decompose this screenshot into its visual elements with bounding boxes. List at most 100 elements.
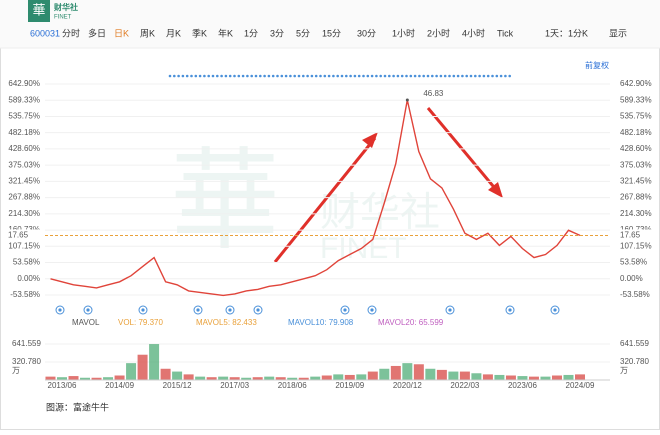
- tab[interactable]: 30分: [357, 28, 376, 38]
- tab[interactable]: 周K: [140, 28, 155, 38]
- event-dot: [426, 74, 430, 78]
- tab[interactable]: 分时: [62, 27, 80, 38]
- vol-bar: [413, 364, 424, 380]
- event-dot: [388, 74, 391, 78]
- vol-bar: [494, 374, 505, 380]
- tab[interactable]: Tick: [497, 28, 514, 38]
- toolbar: 600031 分时 多日 日K 周K 月K 季K 年K 1分 3分 5分 15分 30分 1小时 2小时 4小…: [30, 27, 627, 70]
- event-dot: [246, 74, 249, 78]
- event-dot: [314, 74, 318, 78]
- event-dot: [250, 74, 253, 78]
- tab[interactable]: 日K: [114, 28, 129, 38]
- y-tick-label-right: 214.30%: [620, 209, 652, 218]
- event-dot: [276, 74, 279, 78]
- x-tick-label: 2024/09: [566, 381, 595, 390]
- event-dot: [336, 74, 340, 78]
- toolbar-bg: [0, 0, 660, 48]
- tab[interactable]: 1分: [244, 28, 258, 38]
- y-tick-label: 589.33%: [8, 95, 40, 104]
- event-dot: [319, 74, 322, 78]
- event-dot: [194, 74, 198, 78]
- vol-bar: [425, 368, 436, 380]
- event-dot: [259, 74, 262, 78]
- vol-tick-label: 320.780: [12, 357, 41, 366]
- x-tick-label: 2023/06: [508, 381, 537, 390]
- arrow-head: [362, 132, 378, 148]
- tab[interactable]: 月K: [166, 28, 181, 38]
- vol-bar: [356, 374, 367, 380]
- tab[interactable]: 1小时: [392, 27, 415, 38]
- vol-bar: [91, 377, 102, 380]
- y-tick-label-right: 428.60%: [620, 144, 652, 153]
- event-dot: [431, 74, 434, 78]
- x-tick-label: 2014/09: [105, 381, 134, 390]
- x-tick-label: 2017/03: [220, 381, 249, 390]
- y-tick-label-right: 107.15%: [620, 241, 652, 250]
- event-dot: [439, 74, 443, 78]
- vol-bar: [252, 377, 263, 380]
- vol-bar: [183, 374, 194, 380]
- event-dot: [224, 74, 228, 78]
- tab[interactable]: 15分: [322, 28, 341, 38]
- event-dot: [478, 74, 481, 78]
- tab[interactable]: 2小时: [427, 27, 450, 38]
- tab[interactable]: 4小时: [462, 27, 485, 38]
- event-marker-dot: [508, 308, 512, 312]
- event-dot: [306, 74, 309, 78]
- tab[interactable]: 3分: [270, 28, 284, 38]
- event-dot: [310, 74, 314, 78]
- tab[interactable]: 季K: [192, 27, 207, 38]
- y-tick-label-right: 267.88%: [620, 193, 652, 202]
- event-dot: [271, 74, 275, 78]
- tab[interactable]: 年K: [218, 27, 233, 38]
- event-dot: [177, 74, 180, 78]
- event-dot: [233, 74, 236, 78]
- x-tick-label: 2020/12: [393, 381, 422, 390]
- peak-label: 46.83: [423, 89, 444, 98]
- event-dot: [289, 74, 292, 78]
- event-dot: [203, 74, 206, 78]
- event-dot: [185, 74, 189, 78]
- event-dot: [379, 74, 383, 78]
- vol-bar: [45, 376, 56, 380]
- y-tick-label-right: 375.03%: [620, 160, 652, 169]
- event-dot: [353, 74, 357, 78]
- event-dot: [469, 74, 473, 78]
- vol-bar: [275, 377, 286, 380]
- tab[interactable]: 多日: [88, 27, 106, 38]
- event-dot: [198, 74, 202, 78]
- tab[interactable]: 5分: [296, 28, 310, 38]
- y-tick-label: 53.58%: [13, 258, 40, 267]
- y-tick-label-right: 0.00%: [620, 274, 643, 283]
- watermark: 華: [170, 140, 280, 263]
- display-select[interactable]: 显示: [609, 28, 627, 38]
- logo-badge: [28, 0, 50, 22]
- vol-bar: [448, 371, 459, 380]
- event-dot: [332, 74, 335, 78]
- event-dot: [293, 74, 297, 78]
- event-marker-dot: [370, 308, 374, 312]
- y-tick-label: 642.90%: [8, 79, 40, 88]
- vol-bar: [57, 377, 67, 380]
- event-dot: [173, 74, 176, 78]
- adjust-select[interactable]: 前复权: [585, 60, 609, 70]
- vol-unit: 万: [12, 366, 20, 375]
- vol-bar: [310, 376, 321, 380]
- event-dot: [383, 74, 387, 78]
- price-line: [50, 99, 581, 297]
- vol-bar: [68, 376, 79, 380]
- event-dot: [409, 74, 413, 78]
- vol-bar: [505, 375, 516, 380]
- event-dot: [280, 74, 284, 78]
- y-tick-label-right: 642.90%: [620, 79, 652, 88]
- vol-bar: [367, 371, 378, 380]
- event-dot: [508, 74, 512, 78]
- vol-bar: [321, 375, 332, 380]
- event-dot: [465, 74, 469, 78]
- vol-bar: [264, 376, 275, 380]
- mavol-stat: MAVOL20: 65.599: [378, 318, 444, 327]
- vol-tick-label: 641.559: [12, 339, 41, 348]
- arrow-head: [488, 182, 503, 198]
- period-select[interactable]: 1天：1分K: [545, 28, 588, 38]
- vol-bar: [172, 371, 183, 380]
